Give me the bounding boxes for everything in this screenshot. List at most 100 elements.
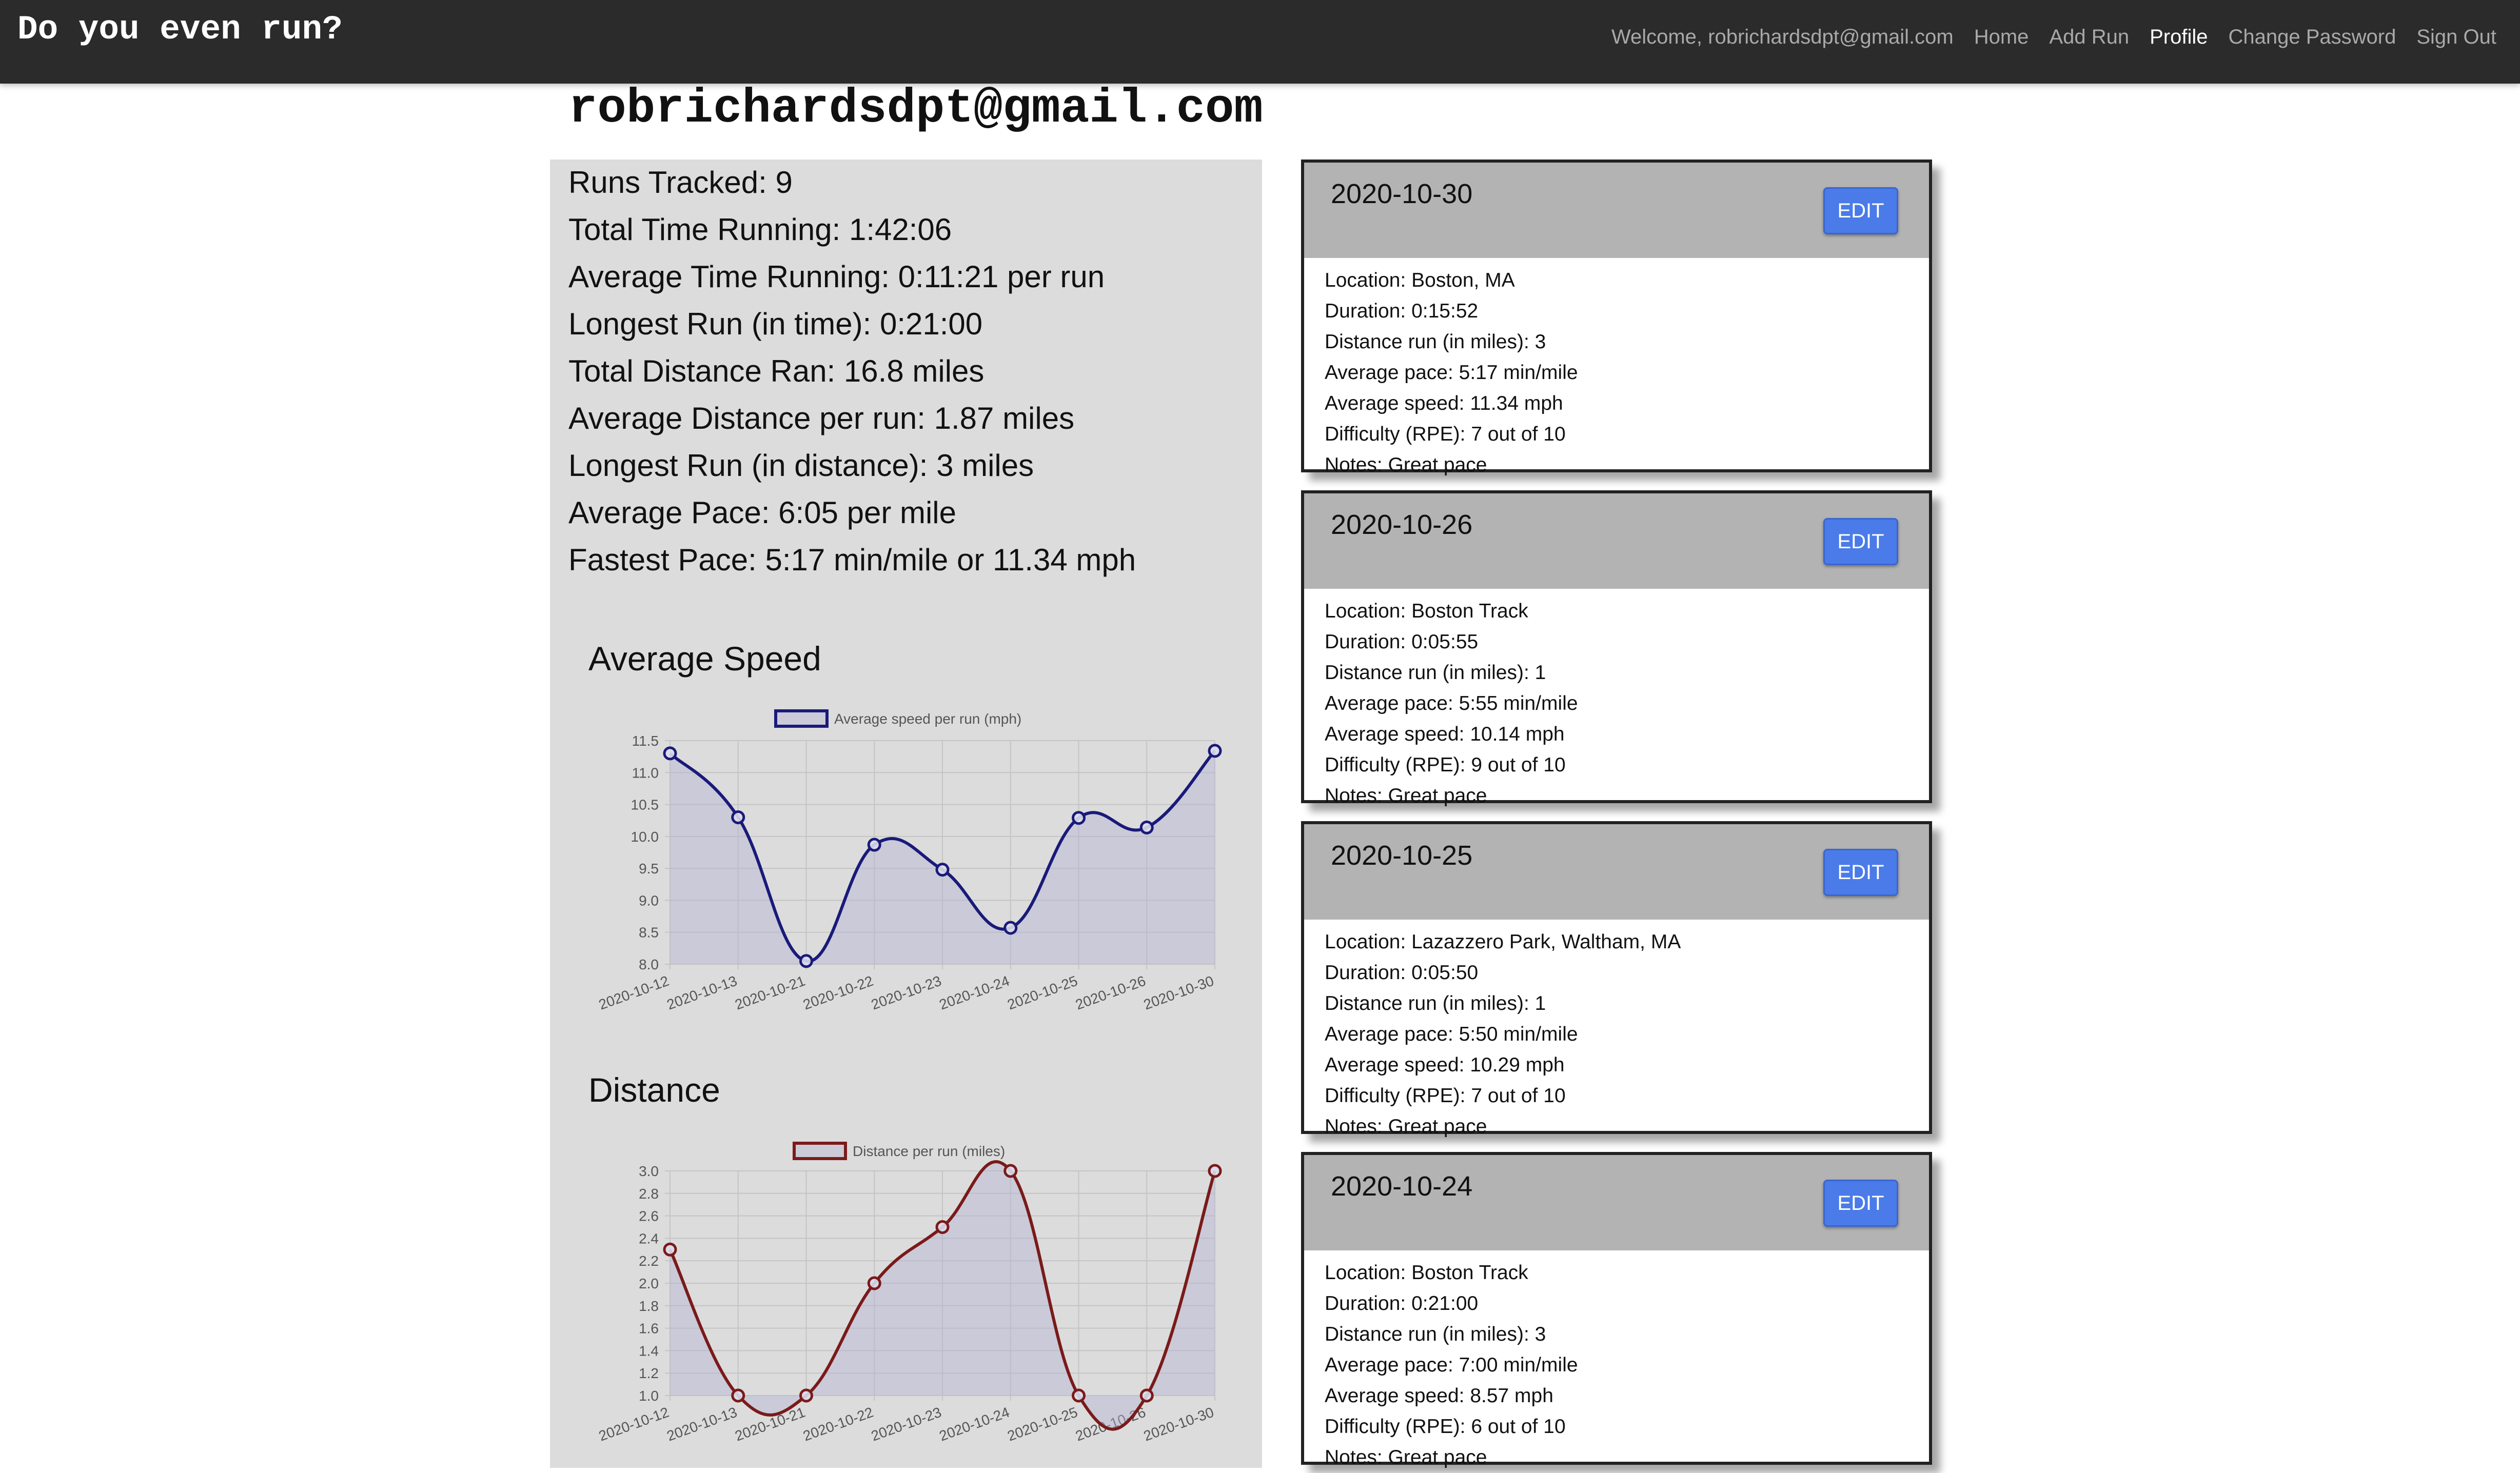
run-card: 2020-10-24 EDIT Location: Boston Track D… [1301,1152,1932,1468]
run-card-header: 2020-10-25 EDIT [1304,824,1929,920]
run-notes: Notes: Great pace [1325,785,1487,807]
run-date: 2020-10-25 [1331,840,1473,871]
run-notes: Notes: Great pace [1325,1116,1487,1138]
data-point [1003,921,1018,935]
edit-run-button[interactable]: EDIT [1823,849,1898,896]
x-tick-label: 2020-10-13 [665,973,739,1013]
x-tick-label: 2020-10-12 [597,973,671,1013]
stat-longest-run-time: Longest Run (in time): 0:21:00 [568,307,983,341]
run-speed: Average speed: 11.34 mph [1325,392,1563,414]
edit-run-button[interactable]: EDIT [1823,187,1898,234]
data-point [663,1242,677,1257]
run-notes: Notes: Great pace [1325,454,1487,476]
stat-runs-tracked: Runs Tracked: 9 [568,165,793,200]
run-location: Location: Boston, MA [1325,269,1515,291]
run-location: Location: Boston Track [1325,600,1528,622]
nav-change-password-link[interactable]: Change Password [2228,26,2396,48]
run-distance: Distance run (in miles): 3 [1325,331,1546,353]
edit-run-button[interactable]: EDIT [1823,518,1898,565]
y-tick-label: 11.0 [632,765,659,781]
data-point [935,1220,950,1234]
y-tick-label: 8.0 [639,957,659,972]
nav-home-link[interactable]: Home [1974,26,2029,48]
data-point [731,1388,745,1403]
run-difficulty: Difficulty (RPE): 7 out of 10 [1325,1085,1566,1107]
run-location: Location: Boston Track [1325,1262,1528,1284]
nav-profile-link[interactable]: Profile [2150,26,2208,48]
run-notes: Notes: Great pace [1325,1446,1487,1468]
run-duration: Duration: 0:21:00 [1325,1292,1479,1315]
run-date: 2020-10-26 [1331,509,1473,540]
run-difficulty: Difficulty (RPE): 7 out of 10 [1325,423,1566,445]
y-tick-label: 2.6 [639,1208,659,1224]
run-pace: Average pace: 5:17 min/mile [1325,362,1578,384]
data-point [1139,820,1154,834]
data-point [867,1276,881,1290]
run-pace: Average pace: 5:50 min/mile [1325,1023,1578,1045]
legend-swatch [793,1142,847,1160]
run-card-header: 2020-10-24 EDIT [1304,1155,1929,1250]
y-tick-label: 1.8 [639,1298,659,1314]
data-point [1208,744,1222,758]
y-tick-label: 10.0 [631,829,659,845]
nav-welcome: Welcome, robrichardsdpt@gmail.com [1611,26,1954,48]
x-tick-label: 2020-10-26 [1073,973,1148,1013]
run-location: Location: Lazazzero Park, Waltham, MA [1325,931,1681,953]
series-area [670,1161,1215,1429]
speed-chart-title: Average Speed [588,640,821,678]
run-card: 2020-10-26 EDIT Location: Boston Track D… [1301,490,1932,807]
stat-average-pace: Average Pace: 6:05 per mile [568,495,957,530]
x-tick-label: 2020-10-12 [597,1404,671,1444]
legend-label: Distance per run (miles) [853,1143,1005,1159]
stat-average-distance: Average Distance per run: 1.87 miles [568,401,1075,435]
stat-total-distance: Total Distance Ran: 16.8 miles [568,354,985,388]
x-tick-label: 2020-10-30 [1141,973,1216,1013]
series-area [670,750,1215,964]
y-tick-label: 1.0 [639,1388,659,1404]
run-duration: Duration: 0:15:52 [1325,300,1479,322]
y-tick-label: 2.2 [639,1253,659,1269]
brand-logo[interactable]: Do you even run? [17,10,343,49]
x-tick-label: 2020-10-22 [801,973,875,1013]
x-tick-label: 2020-10-22 [801,1404,875,1444]
run-details: Location: Boston, MA Duration: 0:15:52 D… [1325,265,1578,481]
run-card: 2020-10-25 EDIT Location: Lazazzero Park… [1301,821,1932,1138]
run-pace: Average pace: 5:55 min/mile [1325,692,1578,714]
run-card-header: 2020-10-26 EDIT [1304,493,1929,589]
stat-longest-run-distance: Longest Run (in distance): 3 miles [568,448,1034,483]
x-tick-label: 2020-10-21 [733,973,807,1013]
run-duration: Duration: 0:05:50 [1325,962,1479,984]
run-duration: Duration: 0:05:55 [1325,631,1479,653]
run-details: Location: Boston Track Duration: 0:21:00… [1325,1258,1578,1473]
x-tick-label: 2020-10-25 [1005,1404,1079,1444]
data-point [1208,1164,1222,1178]
y-tick-label: 1.4 [639,1343,659,1359]
y-tick-label: 2.4 [639,1230,659,1246]
edit-run-button[interactable]: EDIT [1823,1180,1898,1227]
series-line [668,1160,1216,1431]
run-distance: Distance run (in miles): 1 [1325,992,1546,1014]
data-point [731,810,745,824]
run-date: 2020-10-30 [1331,178,1473,209]
run-speed: Average speed: 8.57 mph [1325,1385,1553,1407]
data-point [867,838,881,852]
y-tick-label: 10.5 [631,797,659,813]
run-speed: Average speed: 10.14 mph [1325,723,1565,745]
run-distance: Distance run (in miles): 1 [1325,662,1546,684]
speed-chart: Average speed per run (mph) 8.0 8.5 9.0 9.5 1… [597,709,1222,1013]
x-tick-label: 2020-10-24 [937,973,1012,1013]
run-card: 2020-10-30 EDIT Location: Boston, MA Dur… [1301,160,1932,476]
data-point [935,863,950,877]
run-speed: Average speed: 10.29 mph [1325,1054,1565,1076]
run-card-header: 2020-10-30 EDIT [1304,163,1929,258]
top-navbar: Do you even run? Welcome, robrichardsdpt… [0,0,2520,84]
stat-total-time: Total Time Running: 1:42:06 [568,212,952,247]
nav-add-run-link[interactable]: Add Run [2049,26,2130,48]
stat-fastest-pace: Fastest Pace: 5:17 min/mile or 11.34 mph [568,543,1136,577]
stat-average-time: Average Time Running: 0:11:21 per run [568,260,1105,294]
y-tick-label: 1.2 [639,1365,659,1381]
y-tick-label: 9.5 [639,861,659,877]
nav-sign-out-link[interactable]: Sign Out [2416,26,2496,48]
data-point [663,746,677,761]
y-tick-label: 2.8 [639,1186,659,1202]
